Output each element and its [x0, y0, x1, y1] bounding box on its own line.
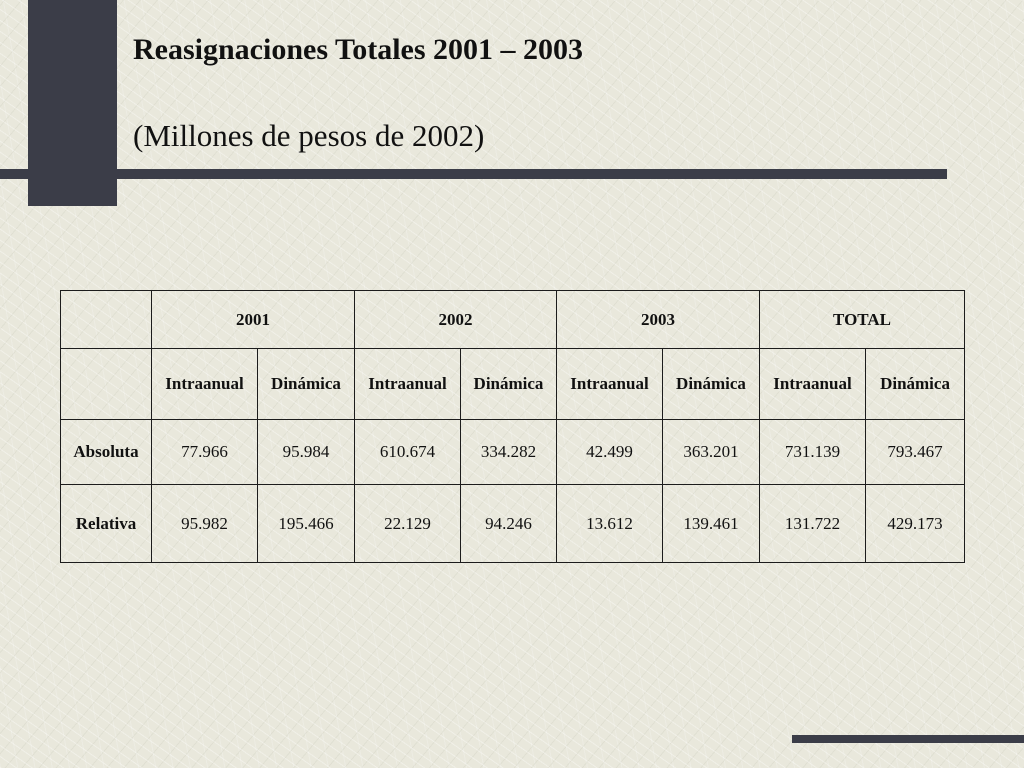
reallocation-table: 2001 2002 2003 TOTAL Intraanual Dinámica…	[60, 290, 966, 563]
type-header-row: Intraanual Dinámica Intraanual Dinámica …	[60, 348, 966, 420]
table-cell: 22.129	[354, 484, 461, 563]
table-cell: 793.467	[864, 419, 966, 485]
sub-header-2002-dinamica: Dinámica	[460, 348, 557, 420]
table-cell: 131.722	[759, 484, 866, 563]
table-cell: 95.982	[151, 484, 258, 563]
footer-rule	[792, 735, 1024, 743]
year-header-total: TOTAL	[758, 290, 966, 349]
table-cell: 95.984	[257, 419, 355, 485]
table-cell: 334.282	[460, 419, 557, 485]
table-cell: 731.139	[759, 419, 866, 485]
sub-header-2001-intraanual: Intraanual	[151, 348, 258, 420]
sub-header-2002-intraanual: Intraanual	[354, 348, 461, 420]
table-cell: 610.674	[354, 419, 461, 485]
slide-title: Reasignaciones Totales 2001 – 2003	[133, 33, 584, 66]
table-cell: 94.246	[460, 484, 557, 563]
sub-corner-cell	[60, 348, 152, 420]
title-underline-rule	[0, 169, 947, 179]
table-cell: 77.966	[151, 419, 258, 485]
sub-header-total-dinamica: Dinámica	[864, 348, 966, 420]
row-label: Absoluta	[60, 419, 152, 485]
table-cell: 42.499	[556, 419, 663, 485]
sub-header-2001-dinamica: Dinámica	[257, 348, 355, 420]
year-header-2002: 2002	[354, 290, 557, 349]
table-cell: 429.173	[864, 484, 966, 563]
sub-header-total-intraanual: Intraanual	[759, 348, 866, 420]
sub-header-2003-dinamica: Dinámica	[662, 348, 760, 420]
year-header-2003: 2003	[556, 290, 760, 349]
table-cell: 13.612	[556, 484, 663, 563]
slide-subtitle: (Millones de pesos de 2002)	[133, 118, 485, 153]
table-row-absoluta: Absoluta 77.966 95.984 610.674 334.282 4…	[60, 419, 966, 485]
sub-header-2003-intraanual: Intraanual	[556, 348, 663, 420]
table-cell: 363.201	[662, 419, 760, 485]
year-header-row: 2001 2002 2003 TOTAL	[60, 290, 966, 349]
corner-cell	[60, 290, 152, 349]
year-header-2001: 2001	[151, 290, 355, 349]
table-cell: 195.466	[257, 484, 355, 563]
table-cell: 139.461	[662, 484, 760, 563]
row-label: Relativa	[60, 484, 152, 563]
table-row-relativa: Relativa 95.982 195.466 22.129 94.246 13…	[60, 484, 966, 563]
